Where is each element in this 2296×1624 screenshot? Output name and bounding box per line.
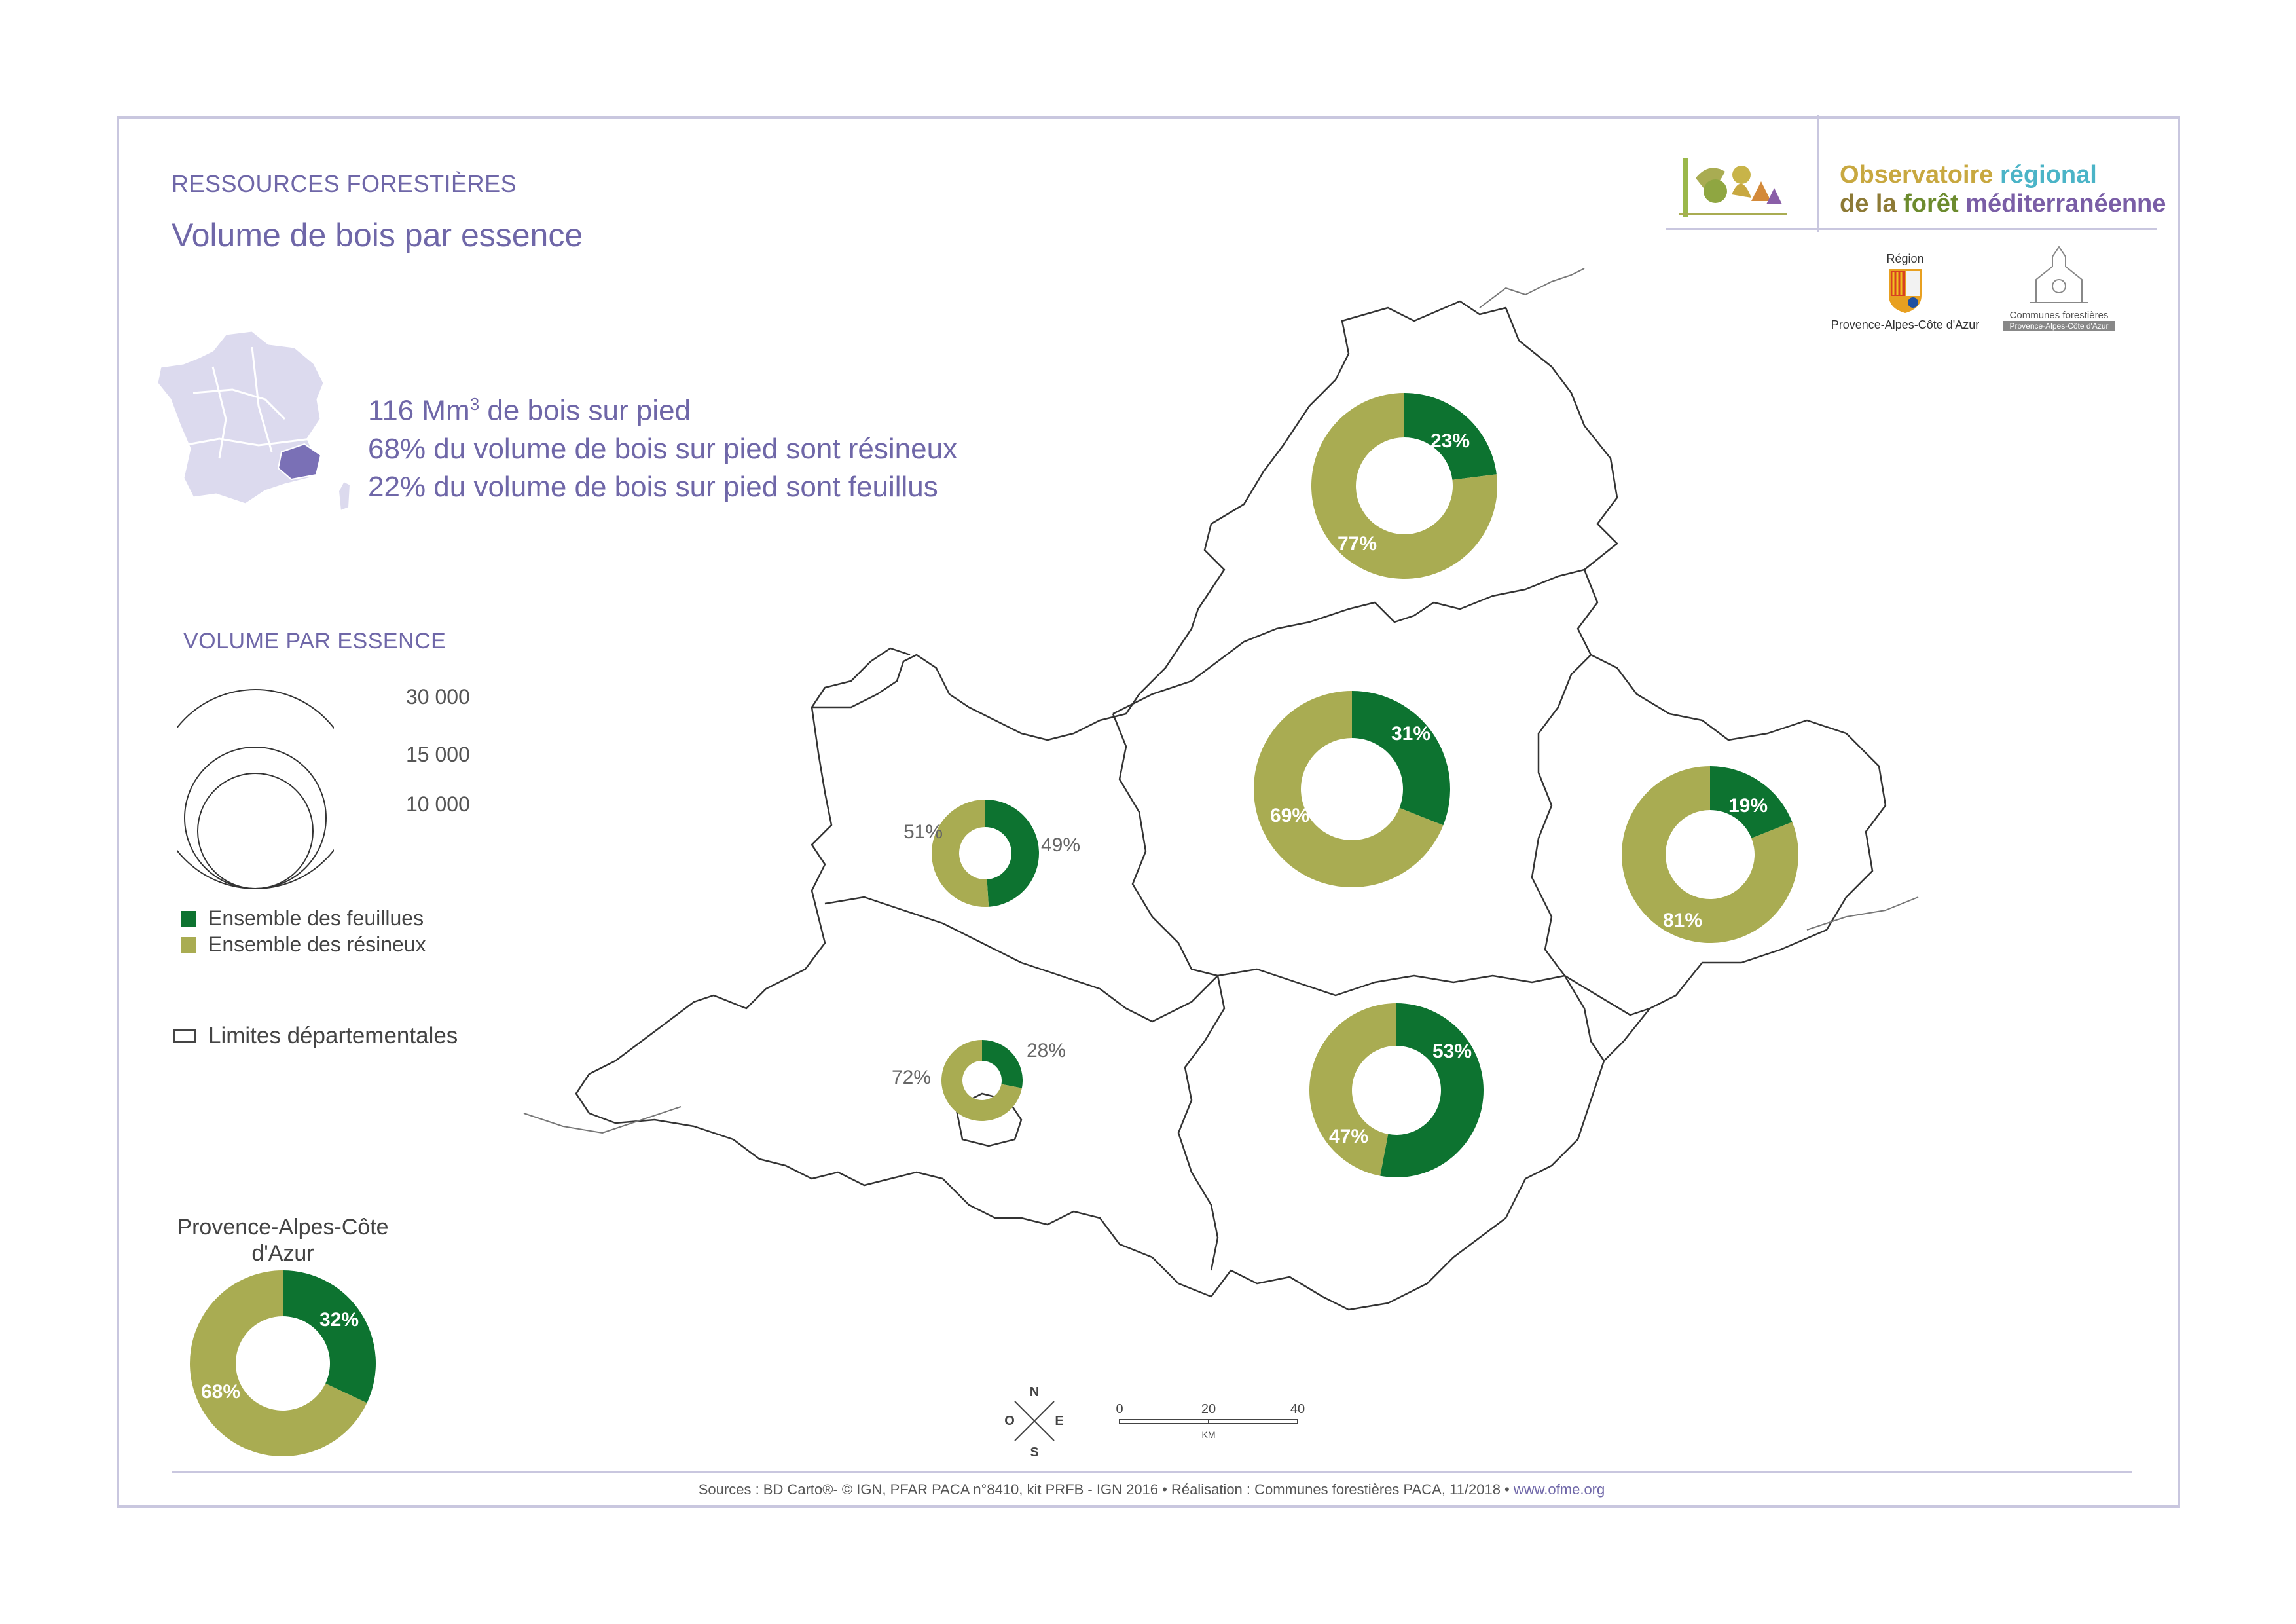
page-frame [117,116,2180,1508]
dept-2-donut-resineux-label: 69% [1270,805,1309,826]
dept-6-donut-resineux-slice [941,1040,1022,1121]
scale-value-10000: 10 000 [406,792,470,816]
dept-1-donut-feuillus-slice [1404,393,1497,480]
dept-5-donut-resineux-slice [1309,1003,1396,1176]
dept-6-donut-resineux-label: 72% [892,1067,931,1088]
region-donut-feuillus-label: 32% [319,1309,359,1331]
sources-text: Sources : BD Carto®- © IGN, PFAR PACA n°… [698,1481,1605,1498]
legend-limits: Limites départementales [173,1023,458,1049]
compass-rose: N S E O [1004,1385,1063,1460]
footer-divider [172,1471,2132,1473]
compass-o: O [1004,1414,1015,1428]
region-outline [575,300,1887,1311]
border-04-05 [1112,568,1585,715]
stat-feuillus: 22% du volume de bois sur pied sont feui… [368,470,938,503]
legend-feuillus: Ensemble des feuillues [181,906,424,931]
dept-2-donut-feuillus-slice [1352,691,1451,826]
region-donut-resineux-label: 68% [201,1381,240,1403]
border-italy [1479,268,1585,308]
circle-10000 [197,773,314,889]
border-84-04 [1112,713,1218,977]
scale-tick-20: 20 [1201,1402,1216,1416]
dept-5-donut-feuillus-label: 53% [1432,1041,1472,1062]
stat-volume: 116 Mm3 de bois sur pied [368,394,691,427]
limit-box-icon [173,1029,196,1043]
legend-title: VOLUME PAR ESSENCE [183,629,446,654]
scale-unit: KM [1202,1430,1216,1440]
header-divider [1666,228,2157,230]
dept-1-donut-resineux-label: 77% [1338,533,1377,555]
compass-n: N [1030,1385,1039,1399]
dept-4-donut-resineux-slice [931,800,989,907]
feuillus-swatch [181,910,196,927]
border-13-83 [1177,975,1226,1271]
section-label: RESSOURCES FORESTIÈRES [172,170,517,197]
region-name: Provence-Alpes-Côte d'Azur [177,1215,389,1266]
dept-4-donut-resineux-label: 51% [903,821,943,843]
dept-1-donut-feuillus-label: 23% [1430,430,1470,452]
ofme-logo-icon [1679,158,1787,217]
communes-logo: Communes forestières Provence-Alpes-Côte… [2003,244,2115,331]
region-donut-feuillus-slice [283,1270,376,1403]
dept-6-donut-feuillus-label: 28% [1027,1040,1066,1061]
dept-2-donut-feuillus-label: 31% [1391,723,1430,745]
border-83-06 [1563,975,1605,1061]
france-inset-map [156,329,352,512]
dept-5-donut-feuillus-slice [1380,1003,1484,1177]
dept-2-donut-resineux-slice [1254,691,1444,887]
dept-4-donut-feuillus-label: 49% [1041,834,1080,856]
etang-de-berre [955,1092,1023,1147]
dept-3-donut-feuillus-label: 19% [1728,795,1768,817]
scale-tick-0: 0 [1116,1402,1123,1416]
vaucluse-north [811,647,911,708]
communes-building-icon [2030,246,2088,303]
border-04-83 [1217,968,1565,997]
region-logo: Région Provence-Alpes-Côte d'Azur [1831,252,1980,331]
resineux-swatch [181,936,196,953]
dept-4-donut-feuillus-slice [985,800,1039,907]
compass-s: S [1030,1445,1038,1460]
dept-1-donut-resineux-slice [1311,393,1497,579]
ofme-link[interactable]: www.ofme.org [1513,1481,1605,1498]
ofme-title: Observatoire régional de la forêt médite… [1840,161,2166,217]
proportional-circles-legend [177,689,334,889]
stats-block: 116 Mm3 de bois sur pied 68% du volume d… [368,385,957,506]
dept-5-donut-resineux-label: 47% [1329,1126,1368,1147]
compass-e: E [1055,1414,1063,1428]
dept-3-donut-resineux-label: 81% [1663,910,1702,931]
scale-value-30000: 30 000 [406,685,470,709]
border-italy-south [1806,896,1919,931]
border-84-13 [824,896,1218,1023]
region-shield-icon [1889,269,1922,313]
stat-resineux: 68% du volume de bois sur pied sont rési… [368,432,958,465]
scale-tick-40: 40 [1290,1402,1305,1416]
region-donut-resineux-slice [190,1270,367,1456]
dept-3-donut-feuillus-slice [1710,766,1793,838]
border-04-06 [1531,654,1650,1016]
scale-value-15000: 15 000 [406,743,470,766]
page-title: Volume de bois par essence [172,217,583,253]
scale-bar: 0 20 40 KM [1116,1402,1305,1440]
coast-west [523,1106,682,1134]
logo-separator [1817,115,1819,232]
legend-resineux: Ensemble des résineux [181,932,426,957]
dept-3-donut-resineux-slice [1621,766,1798,944]
dept-6-donut-feuillus-slice [982,1040,1023,1088]
